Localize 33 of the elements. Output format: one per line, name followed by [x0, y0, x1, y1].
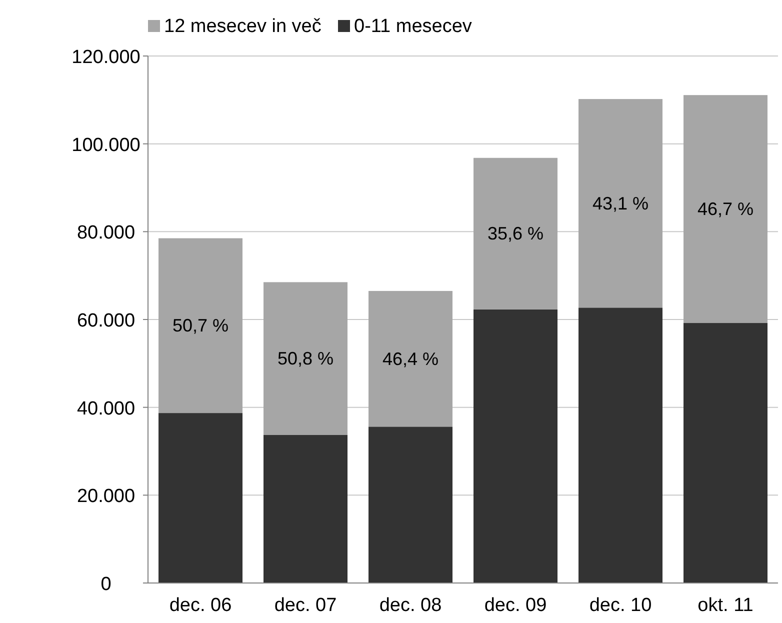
annotation: 46,7 % — [697, 199, 754, 220]
legend-label: 12 mesecev in več — [164, 16, 322, 37]
bar — [368, 426, 452, 583]
annotation: 50,8 % — [277, 348, 334, 369]
annotation: 50,7 % — [172, 316, 229, 336]
annotation: 43,1 % — [592, 193, 649, 214]
bar — [684, 323, 768, 583]
y-tick-label: 120.000 — [72, 47, 140, 68]
x-tick-label: okt. 11 — [698, 595, 754, 616]
x-tick-label: dec. 08 — [379, 595, 442, 616]
bar — [158, 238, 242, 414]
legend-label: 0-11 mesecev — [354, 16, 472, 37]
bar — [474, 158, 558, 310]
bar — [158, 413, 242, 583]
x-tick-label: dec. 06 — [169, 595, 232, 616]
bar — [578, 99, 662, 308]
x-tick-label: dec. 10 — [589, 595, 652, 616]
bar — [684, 95, 768, 324]
bar — [474, 309, 558, 583]
bar — [264, 282, 348, 435]
y-tick-label: 20.000 — [76, 486, 136, 508]
y-tick-label: 0 — [100, 574, 112, 595]
x-tick-label: dec. 09 — [484, 595, 547, 616]
bar — [578, 308, 662, 583]
x-tick-label: dec. 07 — [274, 595, 337, 616]
bar — [368, 290, 452, 427]
annotation: 35,6 % — [487, 224, 544, 244]
y-tick-label: 40.000 — [76, 398, 136, 420]
annotation: 46,4 % — [382, 348, 439, 369]
bar — [264, 435, 348, 583]
y-tick-label: 60.000 — [76, 310, 136, 332]
y-tick-label: 100.000 — [72, 134, 140, 156]
y-tick-label: 80.000 — [76, 222, 136, 244]
